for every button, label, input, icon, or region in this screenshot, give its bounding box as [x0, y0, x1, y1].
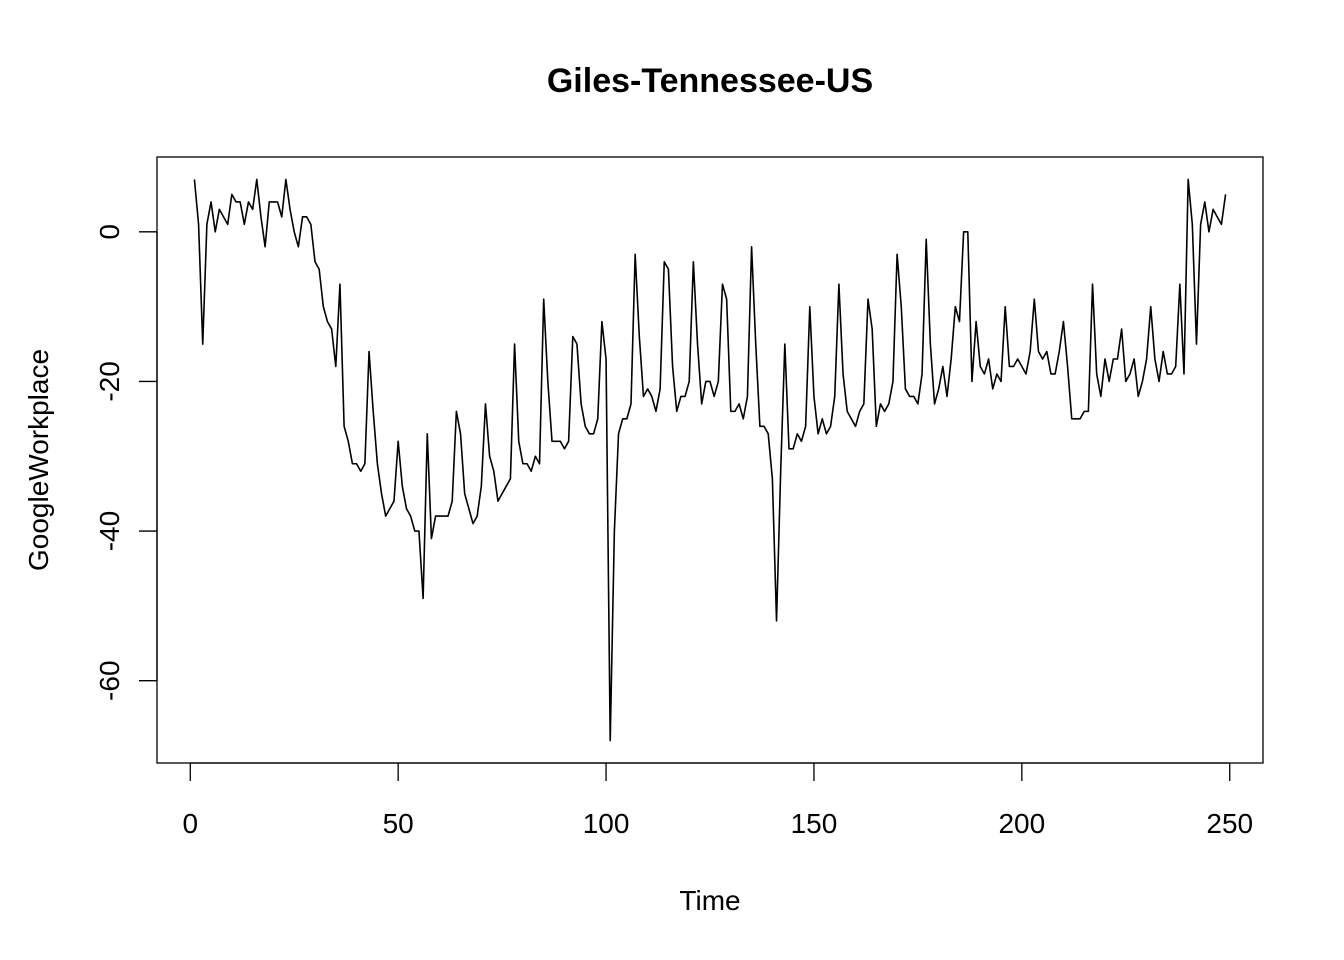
y-axis-label: GoogleWorkplace: [23, 349, 54, 571]
x-tick-label: 150: [791, 808, 838, 839]
y-tick-label: 0: [94, 224, 125, 240]
x-tick-label: 100: [583, 808, 630, 839]
x-tick-label: 50: [383, 808, 414, 839]
x-tick-label: 250: [1206, 808, 1253, 839]
y-tick-label: -20: [94, 361, 125, 401]
y-tick-label: -60: [94, 660, 125, 700]
x-tick-label: 200: [998, 808, 1045, 839]
x-axis: 0 50 100 150 200 250: [182, 762, 1253, 839]
series-line-googleworkplace: [193, 178, 1227, 742]
x-tick-label: 0: [182, 808, 198, 839]
y-axis: -60 -40 -20 0: [94, 224, 158, 701]
x-axis-label: Time: [679, 885, 740, 916]
y-tick-label: -40: [94, 511, 125, 551]
plot-frame: [156, 156, 1264, 764]
chart-title: Giles-Tennessee-US: [547, 62, 873, 100]
